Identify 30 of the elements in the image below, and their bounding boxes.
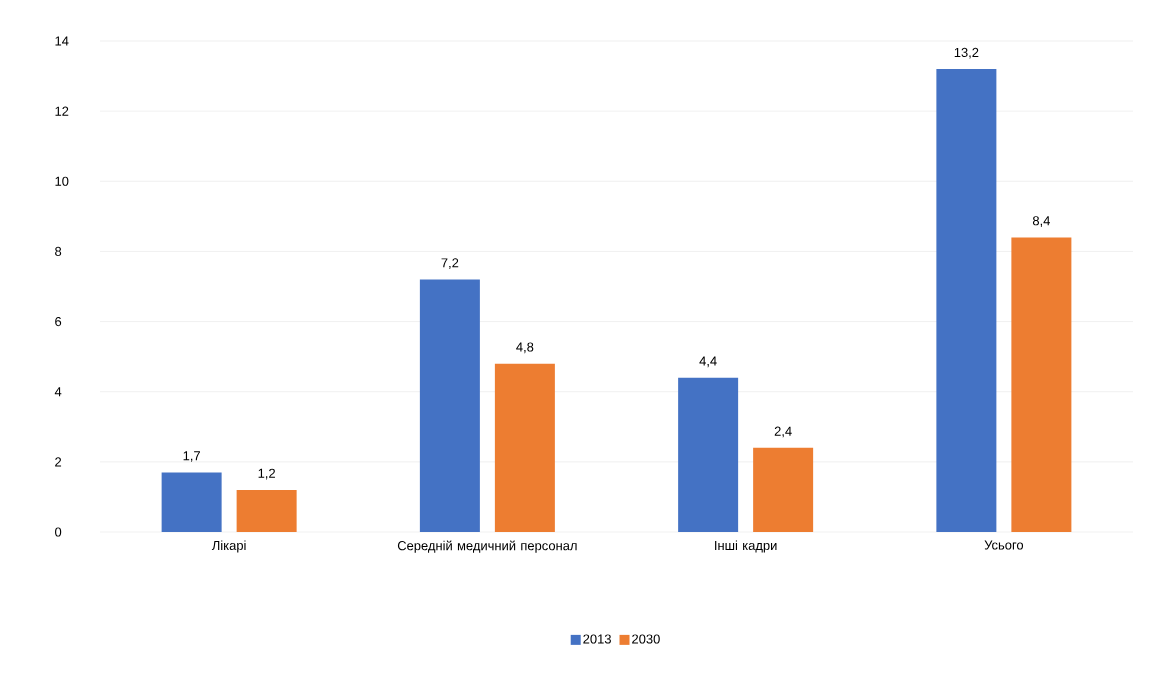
y-tick-label: 0 xyxy=(55,527,62,537)
bar xyxy=(419,279,480,532)
x-tick-label: Середній медичний персонал xyxy=(397,540,577,553)
y-tick-label: 4 xyxy=(54,387,62,397)
data-label: 4,8 xyxy=(516,342,534,354)
y-tick-label: 6 xyxy=(55,316,62,327)
y-tick-label: 12 xyxy=(55,106,69,116)
y-tick-label: 10 xyxy=(55,176,69,186)
data-label: 8,4 xyxy=(1032,216,1051,227)
bar xyxy=(678,377,739,532)
bar xyxy=(1011,237,1072,532)
legend-label: 2030 xyxy=(632,634,660,644)
bar xyxy=(236,489,297,532)
data-label: 4,4 xyxy=(699,356,717,368)
x-tick-label: Лікарі xyxy=(211,540,246,553)
data-label: 2,4 xyxy=(774,426,792,438)
bar xyxy=(753,447,814,532)
y-tick-label: 2 xyxy=(55,457,62,467)
data-label: 13,2 xyxy=(954,47,979,59)
bar xyxy=(494,363,555,532)
data-label: 1,7 xyxy=(183,451,200,462)
x-tick-label: Інші кадри xyxy=(715,540,777,553)
x-tick-label: Усього xyxy=(984,540,1024,550)
data-label: 7,2 xyxy=(441,258,459,269)
data-label: 1,2 xyxy=(258,468,275,480)
bar xyxy=(936,69,997,532)
y-tick-label: 8 xyxy=(55,246,62,257)
bar xyxy=(161,472,222,532)
legend-label: 2013 xyxy=(583,634,611,644)
y-tick-label: 14 xyxy=(55,36,69,46)
